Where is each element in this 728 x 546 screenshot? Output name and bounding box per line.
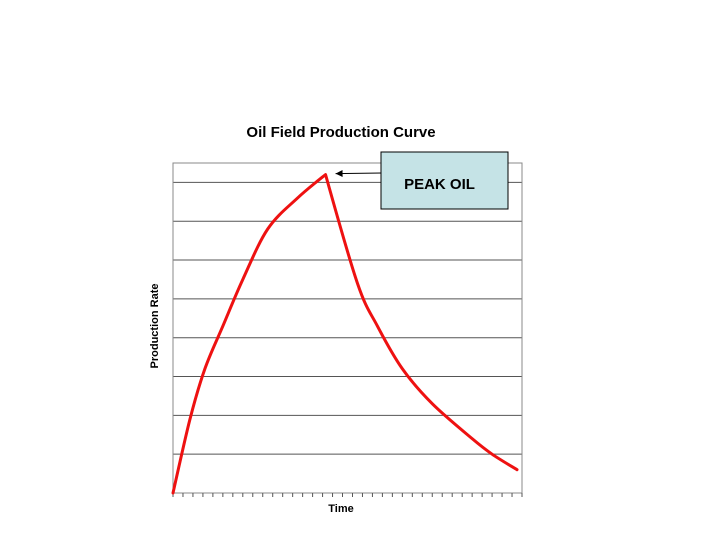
x-axis-label: Time	[328, 503, 353, 515]
production-curve-line	[171, 173, 519, 495]
peak-arrowhead	[335, 170, 343, 178]
x-axis-ticks	[172, 493, 523, 497]
y-axis-label: Production Rate	[149, 284, 161, 369]
peak-oil-callout-box	[380, 151, 509, 210]
grid-lines	[173, 181, 522, 455]
chart-title: Oil Field Production Curve	[246, 124, 435, 141]
peak-oil-label: PEAK OIL	[404, 176, 475, 193]
peak-arrow	[335, 172, 387, 175]
plot-area	[172, 162, 523, 494]
